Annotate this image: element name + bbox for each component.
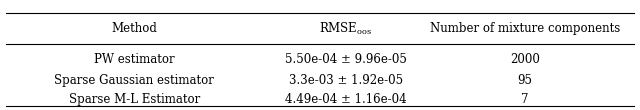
Text: Number of mixture components: Number of mixture components [429, 22, 620, 35]
Text: 5.50e-04 ± 9.96e-05: 5.50e-04 ± 9.96e-05 [285, 53, 406, 66]
Text: PW estimator: PW estimator [94, 53, 175, 66]
Text: 2000: 2000 [510, 53, 540, 66]
Text: Method: Method [111, 22, 157, 35]
Text: Sparse Gaussian estimator: Sparse Gaussian estimator [54, 74, 214, 87]
Text: 3.3e-03 ± 1.92e-05: 3.3e-03 ± 1.92e-05 [289, 74, 403, 87]
Text: 4.49e-04 ± 1.16e-04: 4.49e-04 ± 1.16e-04 [285, 93, 406, 105]
Text: 7: 7 [521, 93, 529, 105]
Text: RMSE$_{\mathregular{oos}}$: RMSE$_{\mathregular{oos}}$ [319, 21, 372, 37]
Text: 95: 95 [517, 74, 532, 87]
Text: Sparse M-L Estimator: Sparse M-L Estimator [68, 93, 200, 105]
